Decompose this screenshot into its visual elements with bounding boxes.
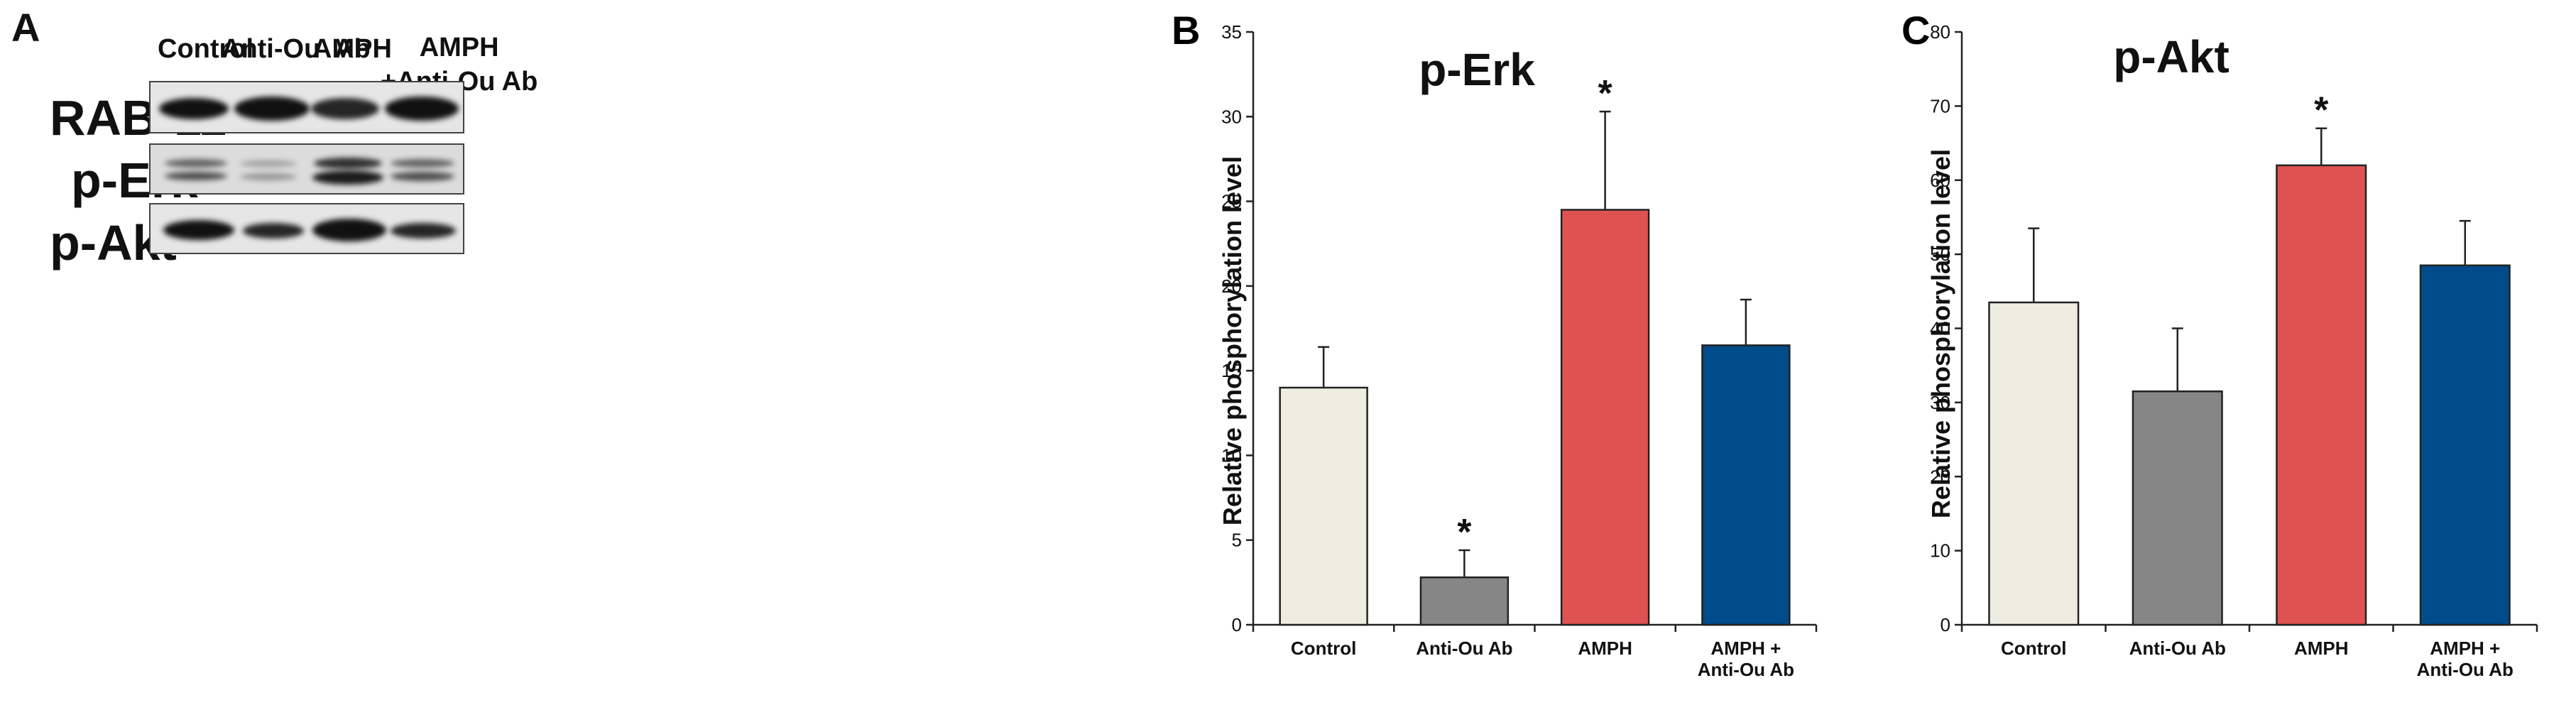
blot-band — [312, 219, 386, 241]
bar — [1988, 301, 2080, 626]
y-tick-label: 5 — [1232, 530, 1242, 551]
plot-area: 0 5 10 15 20 25 30 35 Control * Anti-Ou Ab * AMPH AMP… — [1221, 21, 1818, 680]
blot-band — [159, 98, 229, 119]
y-axis-label: Relative phosphorylation level — [1926, 149, 1955, 518]
y-tick-label: 20 — [1221, 275, 1242, 297]
blot-band — [165, 159, 227, 168]
y-tick-label: 0 — [1941, 614, 1950, 635]
blot-band — [240, 173, 297, 180]
bar — [1279, 386, 1368, 626]
blot-strip-rab11 — [149, 81, 464, 133]
blot-band — [391, 172, 454, 181]
category-label: Anti-Ou Ab — [2129, 638, 2226, 659]
bar — [1701, 344, 1791, 626]
y-tick-label: 10 — [1221, 444, 1242, 466]
western-blot-panel: A Control Anti-Ou Ab AMPH AMPH +Anti-Ou … — [0, 0, 1108, 705]
blot-band — [312, 170, 383, 185]
lane-label-anti-ou-ab: Anti-Ou Ab — [222, 34, 371, 64]
y-tick-label: 20 — [1930, 466, 1950, 487]
category-label: AMPH + Anti-Ou Ab — [2417, 638, 2514, 680]
y-tick-label: 80 — [1930, 21, 1950, 43]
blot-band — [391, 159, 454, 168]
bar — [1560, 209, 1650, 626]
plot-area: 0 10 20 30 40 50 60 70 80 Control Anti-Ou Ab * AMPH A… — [1930, 21, 2538, 680]
category-label: Control — [2001, 638, 2066, 659]
panel-letter-c: C — [1901, 8, 1930, 53]
y-tick-label: 10 — [1930, 540, 1950, 562]
significance-marker: * — [1457, 512, 1472, 553]
y-tick-label: 25 — [1221, 191, 1242, 212]
y-tick-label: 30 — [1930, 392, 1950, 413]
panel-letter-a: A — [11, 5, 40, 50]
lane-label-control: Control — [158, 34, 254, 64]
chart-title: p-Erk — [1419, 44, 1535, 95]
p-erk-bar-chart: B p-Erk Relative phosphorylation level 0… — [1172, 8, 1818, 680]
y-tick-label: 30 — [1221, 106, 1242, 127]
category-label: Control — [1291, 638, 1356, 659]
blot-band — [311, 98, 379, 119]
y-tick-label: 15 — [1221, 360, 1242, 381]
category-label: AMPH + Anti-Ou Ab — [1698, 638, 1794, 680]
panel-letter-b: B — [1172, 8, 1200, 53]
significance-marker: * — [2314, 90, 2329, 131]
y-tick-label: 40 — [1930, 318, 1950, 339]
category-label: AMPH — [2294, 638, 2349, 659]
blot-band — [385, 97, 459, 121]
blot-strip-p-erk — [149, 143, 464, 195]
blot-band — [163, 220, 234, 240]
bar — [2419, 264, 2511, 626]
blot-band — [243, 223, 304, 239]
lane-label-amph: AMPH — [312, 34, 392, 64]
bar — [2132, 390, 2223, 626]
category-label: Anti-Ou Ab — [1416, 638, 1512, 659]
y-tick-label: 60 — [1930, 170, 1950, 191]
significance-marker: * — [1598, 73, 1613, 114]
y-tick-label: 35 — [1221, 21, 1242, 43]
blot-strip-p-akt — [149, 203, 464, 254]
y-tick-label: 50 — [1930, 244, 1950, 265]
blot-band — [234, 97, 310, 121]
blot-band — [165, 172, 227, 180]
category-label: AMPH — [1578, 638, 1632, 659]
bar — [2276, 164, 2367, 626]
y-axis-label: Relative phosphorylation level — [1218, 156, 1247, 525]
p-akt-bar-chart: C p-Akt Relative phosphorylation level 0… — [1901, 8, 2538, 680]
y-tick-label: 70 — [1930, 95, 1950, 116]
blot-band — [314, 158, 382, 169]
bar — [1419, 576, 1510, 626]
blot-band — [391, 223, 456, 239]
blot-band — [240, 160, 297, 167]
chart-title: p-Akt — [2113, 31, 2230, 82]
y-tick-label: 0 — [1232, 614, 1242, 635]
